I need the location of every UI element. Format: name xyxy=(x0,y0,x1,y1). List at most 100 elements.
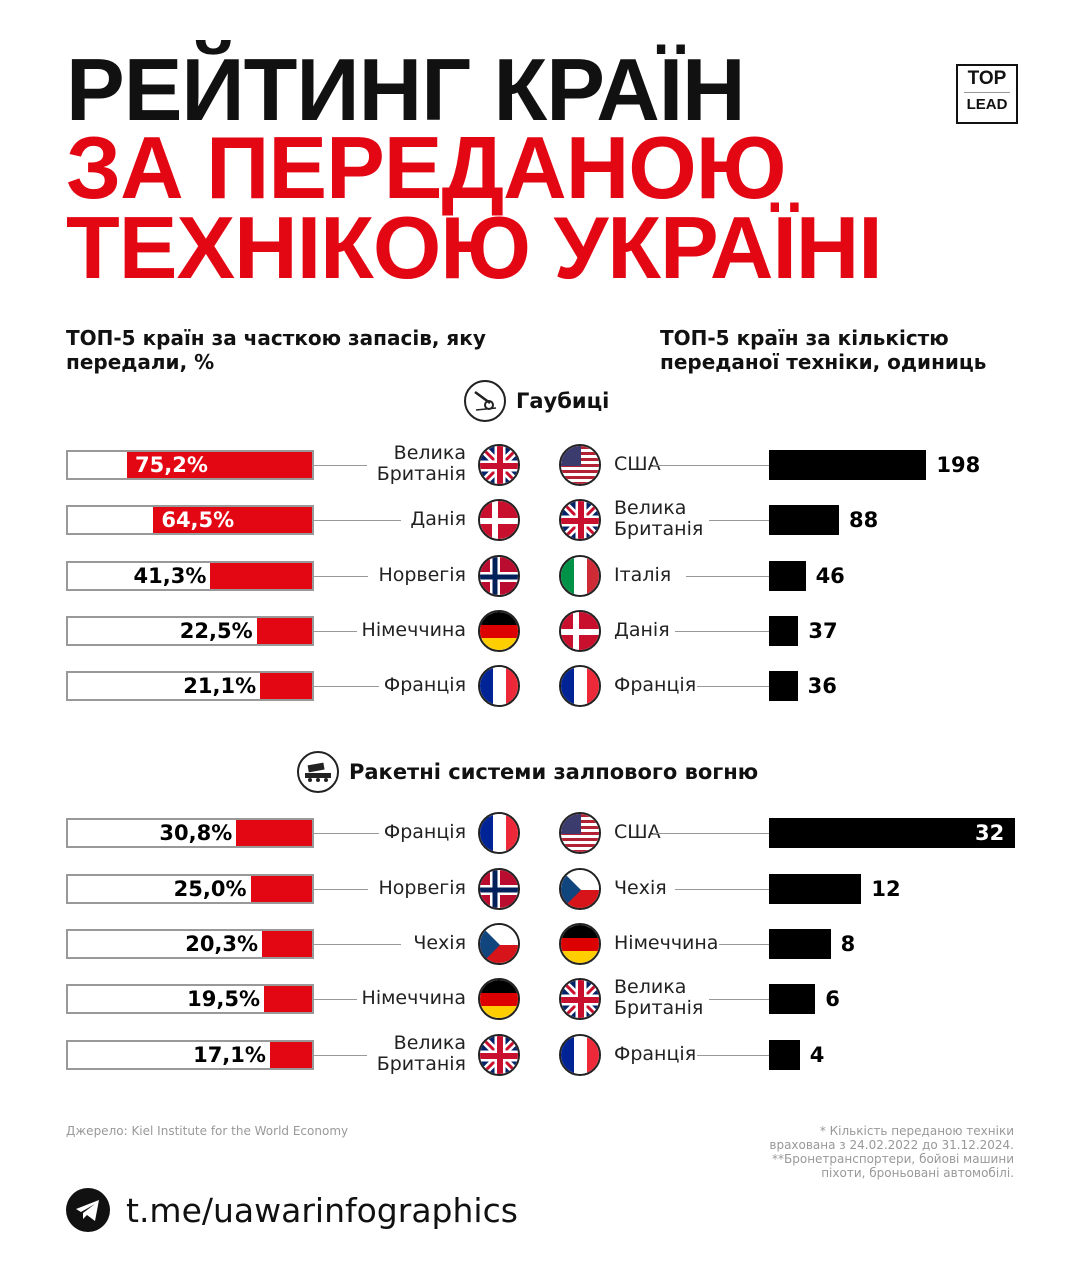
share-bar: 20,3% xyxy=(66,929,314,959)
share-country-label: Данія xyxy=(410,508,466,530)
uk-flag-icon xyxy=(478,444,520,486)
share-value: 25,0% xyxy=(173,877,247,901)
count-value: 88 xyxy=(848,508,879,532)
share-bar-fill xyxy=(210,563,312,589)
count-bar xyxy=(769,616,799,646)
share-bar-fill xyxy=(269,1042,312,1068)
count-value: 36 xyxy=(807,674,837,698)
count-bar xyxy=(769,671,798,701)
share-country-label: Франція xyxy=(383,674,466,696)
uk-flag-icon xyxy=(559,978,601,1020)
share-bar-fill xyxy=(153,507,312,533)
share-bar-fill xyxy=(262,931,312,957)
share-bar: 30,8% xyxy=(66,818,314,848)
title-line-1: РЕЙТИНГ КРАЇН xyxy=(66,40,746,139)
count-country-label: Німеччина xyxy=(614,932,719,954)
count-bar xyxy=(769,984,816,1014)
telegram-link[interactable]: t.me/uawarinfographics xyxy=(66,1188,518,1232)
connector-line xyxy=(653,833,769,834)
rocket-launcher-icon xyxy=(297,751,339,793)
connector-line xyxy=(314,833,379,834)
share-value: 19,5% xyxy=(187,987,261,1011)
share-bar-fill xyxy=(236,820,312,846)
fr-flag-icon xyxy=(559,665,601,707)
uk-flag-icon xyxy=(478,1034,520,1076)
share-value: 22,5% xyxy=(179,619,253,643)
us-flag-icon xyxy=(559,812,601,854)
section-heading: Гаубиці xyxy=(464,380,609,422)
dk-flag-icon xyxy=(478,499,520,541)
count-country-label: Данія xyxy=(614,619,670,641)
howitzer-icon xyxy=(464,380,506,422)
connector-line xyxy=(314,520,401,521)
count-value: 32 xyxy=(975,821,1005,845)
share-bar-fill xyxy=(260,673,312,699)
title-line-2: ЗА ПЕРЕДАНОЮ xyxy=(66,118,786,217)
connector-line xyxy=(719,944,769,945)
connector-line xyxy=(314,631,357,632)
footnote-4: піхоти, броньовані автомобілі. xyxy=(821,1166,1014,1180)
footnotes: * Кількість переданою техніки врахована … xyxy=(769,1124,1014,1180)
share-bar-fill xyxy=(264,986,312,1012)
title-line-3: ТЕХНІКОЮ УКРАЇНІ xyxy=(66,198,883,297)
telegram-link-text[interactable]: t.me/uawarinfographics xyxy=(126,1190,518,1230)
connector-line xyxy=(314,1055,367,1056)
share-value: 30,8% xyxy=(159,821,233,845)
count-value: 4 xyxy=(809,1043,825,1067)
count-value: 8 xyxy=(840,932,856,956)
count-value: 198 xyxy=(936,453,981,477)
connector-line xyxy=(675,631,769,632)
it-flag-icon xyxy=(559,555,601,597)
connector-line xyxy=(653,465,769,466)
footnote-3: **Бронетранспортери, бойові машини xyxy=(772,1152,1014,1166)
share-bar: 17,1% xyxy=(66,1040,314,1070)
section-title: Гаубиці xyxy=(516,389,610,413)
fr-flag-icon xyxy=(478,812,520,854)
logo-bottom: LEAD xyxy=(966,96,1008,113)
share-bar: 25,0% xyxy=(66,874,314,904)
section-title: Ракетні системи залпового вогню xyxy=(349,760,759,784)
share-country-label: Чехія xyxy=(413,932,466,954)
source-note: Джерело: Kiel Institute for the World Ec… xyxy=(66,1124,349,1138)
share-bar: 64,5% xyxy=(66,505,314,535)
share-country-label: Велика Британія xyxy=(376,1032,466,1075)
share-country-label: Велика Британія xyxy=(376,442,466,485)
count-value: 12 xyxy=(871,877,901,901)
fr-flag-icon xyxy=(478,665,520,707)
count-country-label: США xyxy=(614,821,661,843)
share-value: 75,2% xyxy=(135,453,208,477)
cz-flag-icon xyxy=(559,868,601,910)
cz-flag-icon xyxy=(478,923,520,965)
share-country-label: Німеччина xyxy=(361,619,466,641)
de-flag-icon xyxy=(478,610,520,652)
connector-line xyxy=(709,520,769,521)
section-heading: Ракетні системи залпового вогню xyxy=(297,751,758,793)
connector-line xyxy=(697,1055,769,1056)
share-value: 17,1% xyxy=(193,1043,266,1067)
count-bar xyxy=(769,505,839,535)
share-bar-fill xyxy=(250,876,312,902)
connector-line xyxy=(314,889,368,890)
count-bar xyxy=(769,818,1015,848)
count-bar xyxy=(769,929,831,959)
count-value: 46 xyxy=(815,564,845,588)
no-flag-icon xyxy=(478,868,520,910)
share-value: 64,5% xyxy=(161,508,235,532)
count-country-label: Франція xyxy=(614,1043,697,1065)
share-bar-fill xyxy=(256,618,312,644)
count-country-label: Франція xyxy=(614,674,697,696)
count-country-label: США xyxy=(614,453,661,475)
count-value: 6 xyxy=(825,987,840,1011)
share-value: 21,1% xyxy=(183,674,257,698)
connector-line xyxy=(686,576,769,577)
count-country-label: Італія xyxy=(614,564,672,586)
share-bar: 21,1% xyxy=(66,671,314,701)
share-bar-fill xyxy=(127,452,312,478)
share-country-label: Франція xyxy=(383,821,466,843)
share-value: 41,3% xyxy=(133,564,207,588)
subtitle-left: ТОП-5 країн за часткою запасів, яку пере… xyxy=(66,326,486,374)
footnote-1: * Кількість переданою техніки xyxy=(819,1124,1014,1138)
de-flag-icon xyxy=(478,978,520,1020)
footnote-2: врахована з 24.02.2022 до 31.12.2024. xyxy=(769,1138,1014,1152)
